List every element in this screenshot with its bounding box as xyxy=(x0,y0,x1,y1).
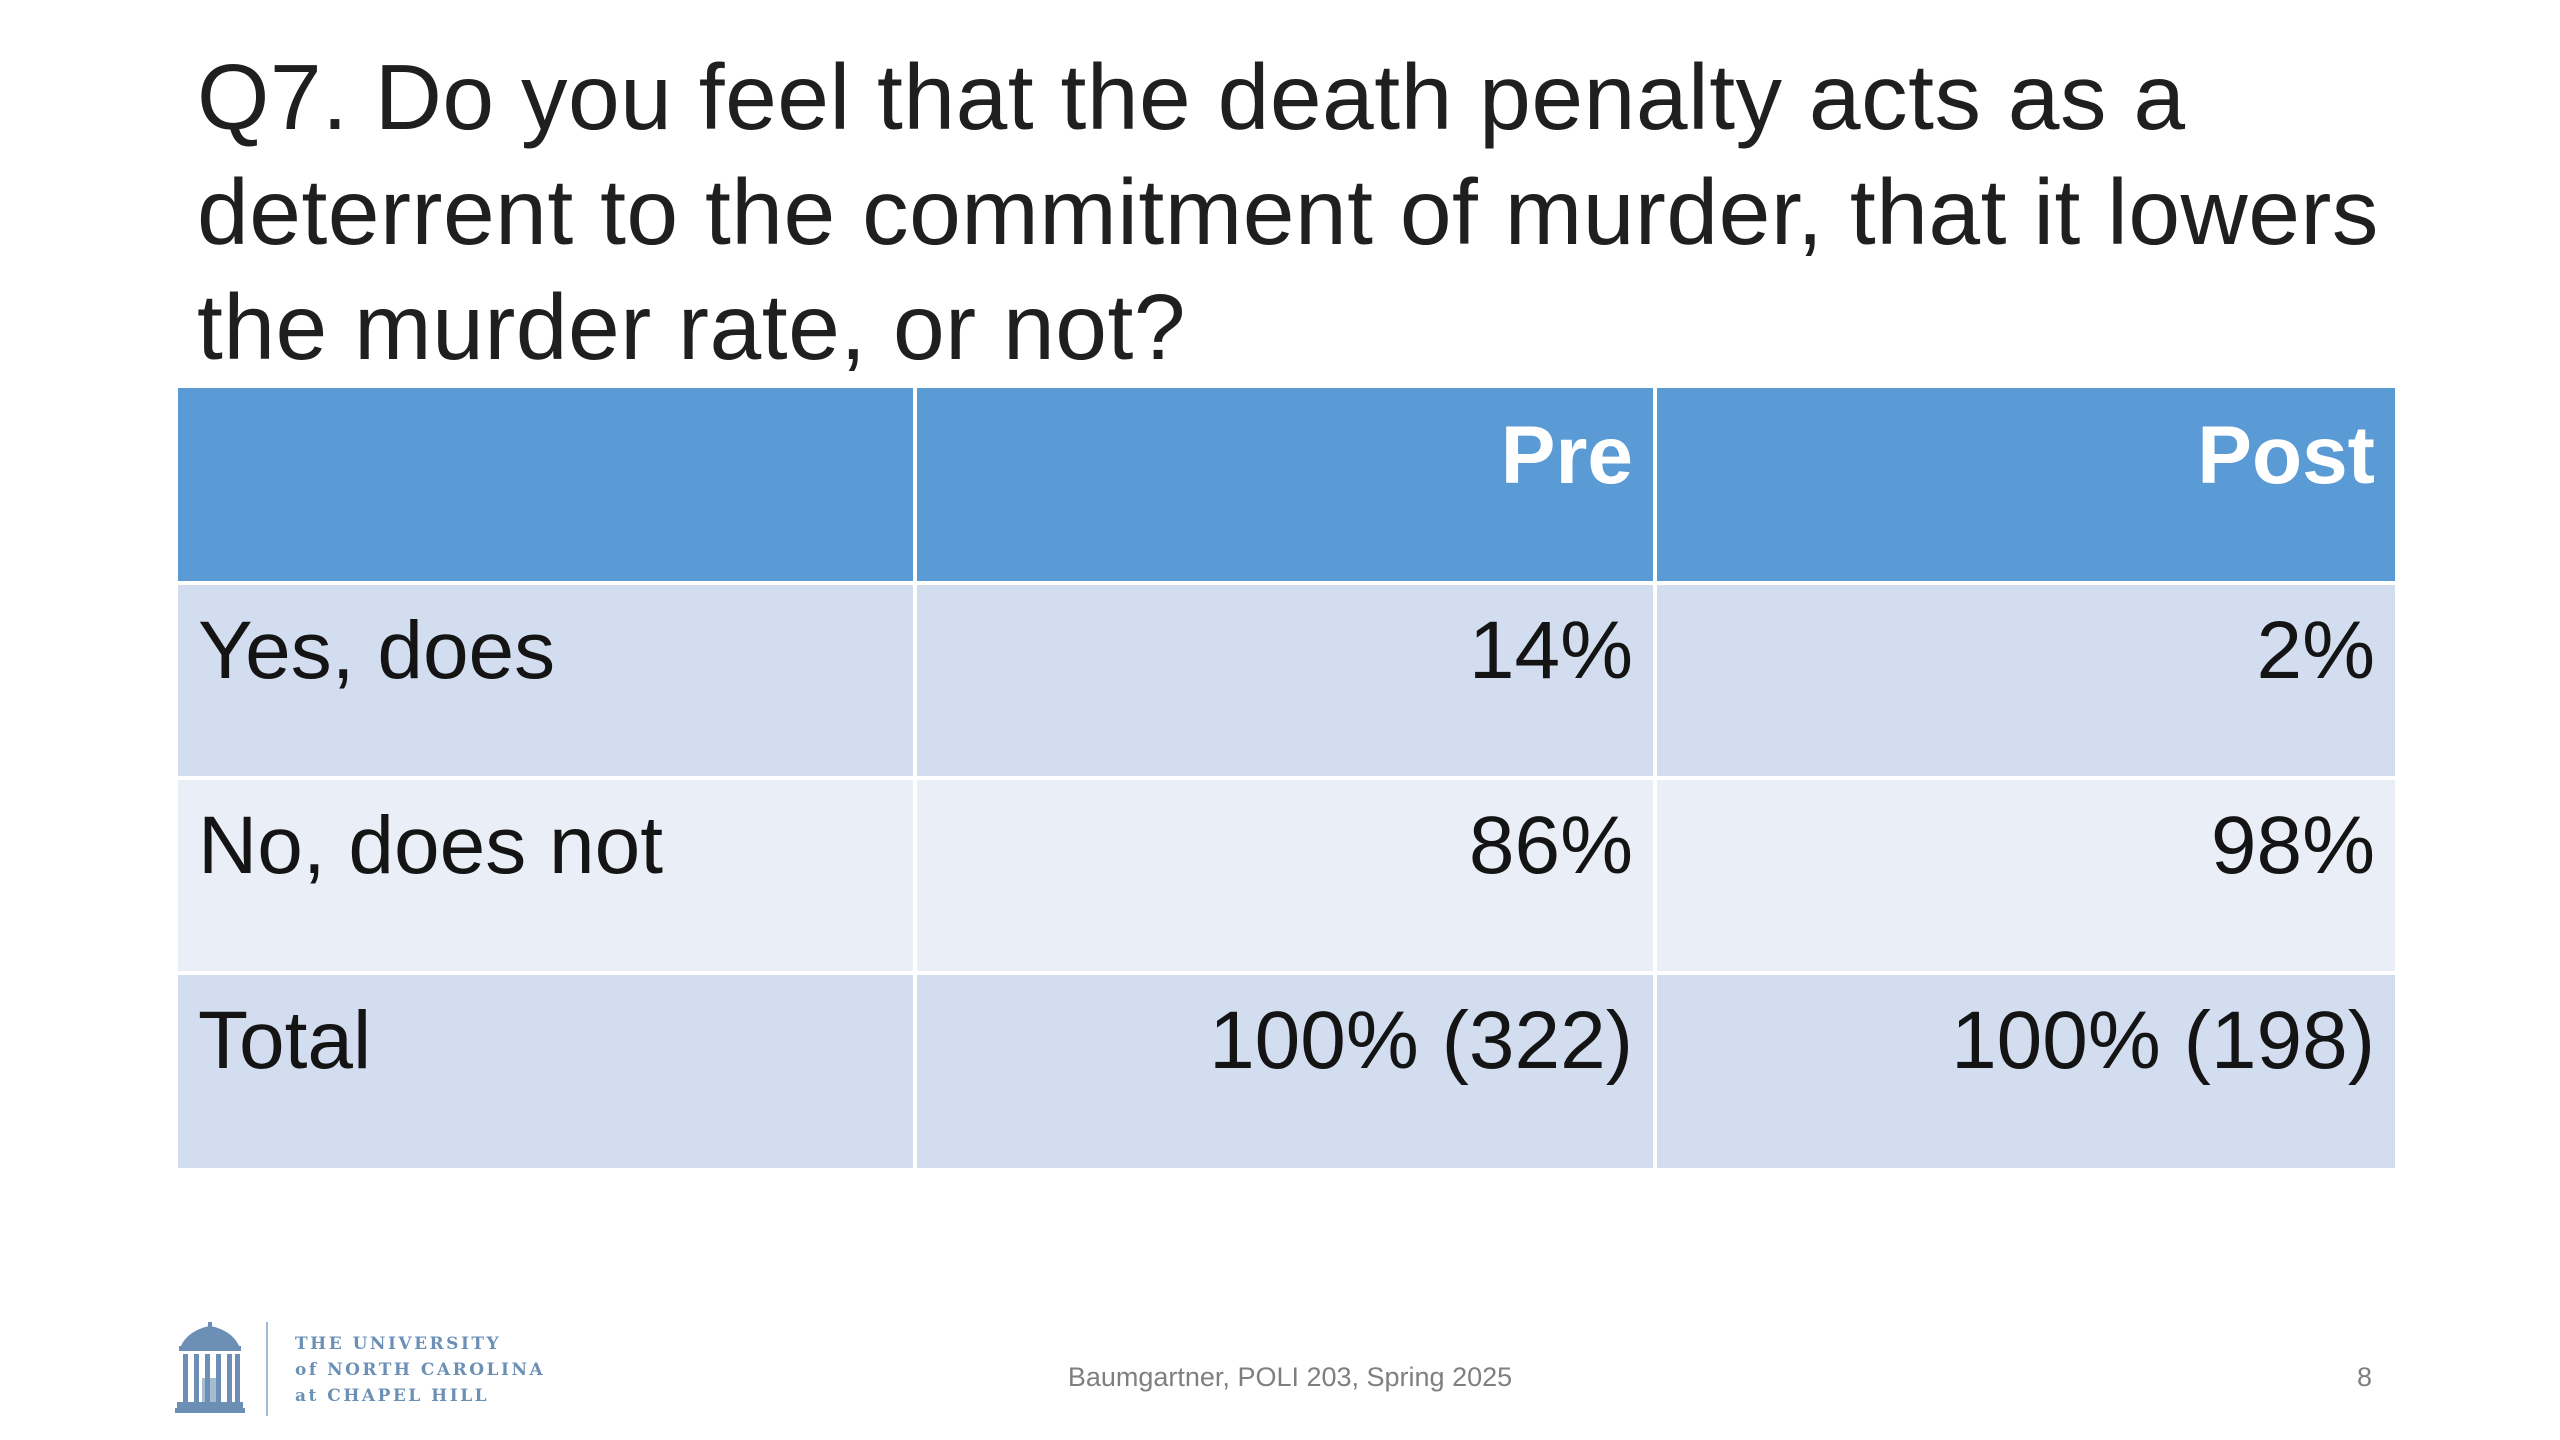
post-value: 2% xyxy=(1653,581,2395,780)
pre-value: 14% xyxy=(913,581,1657,780)
results-table: Pre Post Yes, does 14% 2% No, does not 8… xyxy=(178,388,2395,1168)
logo-text-line: of NORTH CAROLINA xyxy=(295,1360,546,1380)
row-label: Total xyxy=(178,971,917,1168)
column-header-pre: Pre xyxy=(913,388,1657,585)
slide-title: Q7. Do you feel that the death penalty a… xyxy=(197,45,2379,379)
table-row: Yes, does 14% 2% xyxy=(178,581,2395,780)
university-logo: THE UNIVERSITY of NORTH CAROLINA at CHAP… xyxy=(175,1322,543,1422)
column-header-label xyxy=(178,388,917,585)
post-value: 98% xyxy=(1653,776,2395,975)
old-well-icon xyxy=(175,1322,245,1413)
slide-number: 8 xyxy=(2356,1362,2372,1392)
table-header-row: Pre Post xyxy=(178,388,2395,585)
logo-text-line: at CHAPEL HILL xyxy=(295,1386,490,1406)
table-row: Total 100% (322) 100% (198) xyxy=(178,971,2395,1168)
logo-divider xyxy=(266,1322,268,1416)
pre-value: 100% (322) xyxy=(913,971,1657,1168)
row-label: No, does not xyxy=(178,776,917,975)
logo-text-line: THE UNIVERSITY xyxy=(295,1334,502,1354)
column-header-post: Post xyxy=(1653,388,2395,585)
row-label: Yes, does xyxy=(178,581,917,780)
pre-value: 86% xyxy=(913,776,1657,975)
footer-text: Baumgartner, POLI 203, Spring 2025 xyxy=(1067,1362,1513,1392)
post-value: 100% (198) xyxy=(1653,971,2395,1168)
table-row: No, does not 86% 98% xyxy=(178,776,2395,975)
